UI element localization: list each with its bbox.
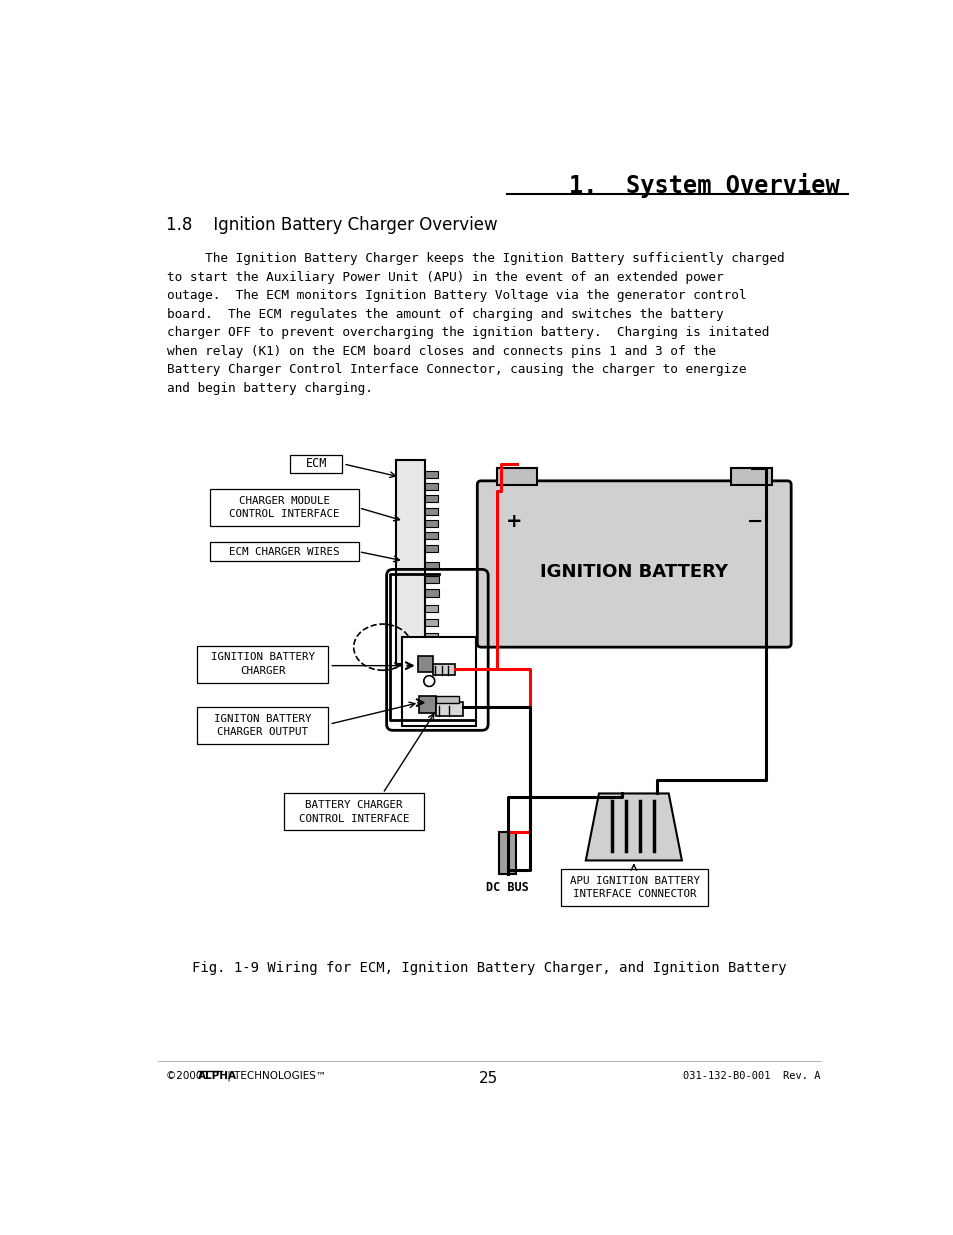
Text: The Ignition Battery Charger keeps the Ignition Battery sufficiently charged
to : The Ignition Battery Charger keeps the I…: [167, 252, 784, 395]
Bar: [436, 701, 463, 716]
Text: ECM: ECM: [305, 457, 327, 471]
Bar: [425, 562, 439, 569]
Bar: [284, 793, 423, 830]
Bar: [433, 664, 455, 674]
Bar: [210, 489, 358, 526]
Text: Fig. 1-9 Wiring for ECM, Ignition Battery Charger, and Ignition Battery: Fig. 1-9 Wiring for ECM, Ignition Batter…: [192, 961, 785, 974]
Bar: [290, 454, 342, 473]
Bar: [196, 708, 328, 745]
Bar: [425, 632, 437, 640]
Bar: [425, 495, 437, 503]
Bar: [425, 508, 437, 515]
Bar: [497, 468, 537, 484]
Bar: [425, 619, 437, 626]
Text: +: +: [505, 513, 521, 531]
Bar: [560, 869, 707, 906]
Text: 1.8    Ignition Battery Charger Overview: 1.8 Ignition Battery Charger Overview: [166, 216, 497, 233]
Bar: [425, 483, 437, 490]
Bar: [425, 520, 437, 527]
Text: DC BUS: DC BUS: [486, 882, 528, 894]
Bar: [210, 542, 358, 561]
Bar: [425, 605, 437, 611]
Text: −: −: [746, 513, 762, 531]
Text: 031-132-B0-001  Rev. A: 031-132-B0-001 Rev. A: [682, 1071, 820, 1081]
Text: 1.  System Overview: 1. System Overview: [569, 173, 840, 198]
Bar: [425, 589, 439, 597]
Text: IGNITION BATTERY
CHARGER: IGNITION BATTERY CHARGER: [211, 652, 314, 676]
Text: 25: 25: [478, 1071, 498, 1086]
Text: ALPHA: ALPHA: [198, 1071, 237, 1081]
Bar: [436, 697, 459, 703]
Text: IGNITION BATTERY: IGNITION BATTERY: [539, 563, 727, 580]
Text: ECM CHARGER WIRES: ECM CHARGER WIRES: [229, 547, 339, 557]
Bar: [425, 545, 437, 552]
Text: APU IGNITION BATTERY
INTERFACE CONNECTOR: APU IGNITION BATTERY INTERFACE CONNECTOR: [569, 876, 699, 899]
FancyBboxPatch shape: [476, 480, 790, 647]
Text: CHARGER MODULE
CONTROL INTERFACE: CHARGER MODULE CONTROL INTERFACE: [229, 496, 339, 520]
Bar: [425, 576, 439, 583]
Bar: [395, 461, 425, 664]
Polygon shape: [585, 793, 681, 861]
Bar: [402, 637, 476, 726]
Bar: [731, 468, 771, 484]
Text: | TECHNOLOGIES™: | TECHNOLOGIES™: [224, 1071, 326, 1081]
Bar: [498, 832, 516, 874]
Text: IGNITON BATTERY
CHARGER OUTPUT: IGNITON BATTERY CHARGER OUTPUT: [213, 714, 311, 737]
Bar: [418, 695, 436, 713]
Text: ©2000: ©2000: [166, 1071, 205, 1081]
Bar: [425, 471, 437, 478]
Bar: [196, 646, 328, 683]
Bar: [425, 532, 437, 540]
Text: BATTERY CHARGER
CONTROL INTERFACE: BATTERY CHARGER CONTROL INTERFACE: [298, 800, 409, 824]
Bar: [417, 656, 433, 672]
